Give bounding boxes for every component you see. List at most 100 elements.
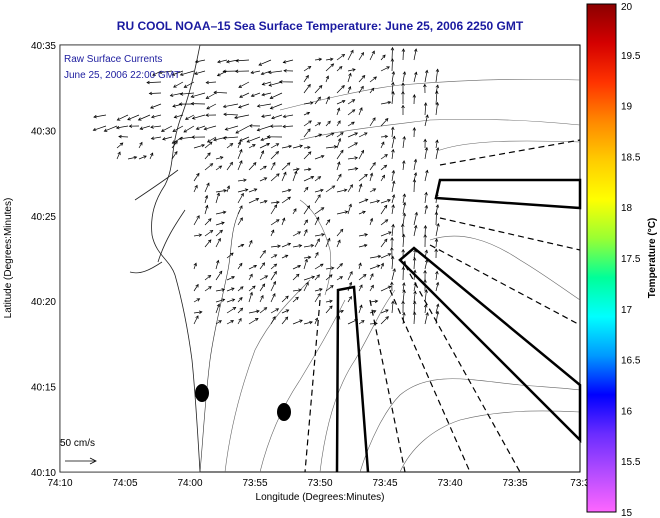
current-vector-head	[254, 318, 259, 322]
current-vector-head	[239, 94, 243, 98]
current-vector-head	[318, 84, 323, 89]
current-vector	[402, 290, 405, 303]
current-vector	[314, 238, 320, 248]
current-vector	[225, 125, 239, 131]
current-vector-head	[307, 128, 311, 132]
current-vector	[215, 271, 223, 281]
current-vector	[435, 91, 438, 105]
current-vector	[206, 103, 217, 110]
current-vector-head	[341, 53, 346, 58]
current-vector-head	[196, 172, 200, 177]
current-vector	[292, 171, 297, 182]
current-vector	[226, 143, 233, 149]
current-vector-head	[435, 192, 439, 197]
current-vector-head	[337, 161, 341, 166]
current-vector-head	[206, 106, 210, 110]
current-vector	[292, 265, 301, 270]
current-vector	[413, 291, 416, 303]
current-vector-head	[412, 94, 417, 98]
current-vector-head	[391, 300, 395, 305]
current-vector-head	[258, 62, 263, 66]
current-vector	[358, 274, 367, 281]
current-vector	[193, 298, 200, 303]
current-vector	[93, 114, 107, 118]
current-vector	[391, 301, 394, 314]
current-vector	[347, 319, 358, 325]
current-vector-head	[225, 59, 230, 64]
current-vector-head	[401, 248, 405, 253]
current-vector-head	[295, 273, 300, 278]
current-vector	[325, 274, 333, 281]
current-vector	[257, 125, 272, 131]
current-vector	[303, 219, 308, 226]
current-vector	[150, 125, 162, 128]
current-vector-head	[272, 161, 276, 166]
current-vector	[413, 225, 417, 237]
current-vector-head	[173, 84, 177, 88]
current-vector	[303, 151, 312, 160]
current-vector-head	[336, 107, 341, 112]
current-vector	[369, 162, 376, 171]
current-vector-head	[260, 71, 265, 76]
current-vector	[380, 175, 385, 182]
current-vector	[358, 183, 362, 193]
current-vector	[270, 151, 279, 160]
current-vector	[237, 217, 243, 226]
current-vector-head	[261, 283, 266, 288]
current-vector-head	[239, 138, 243, 142]
current-vector	[303, 84, 311, 94]
current-vector-head	[425, 69, 429, 74]
current-vector	[281, 295, 289, 303]
current-vector	[173, 81, 184, 88]
current-vector-head	[310, 243, 315, 248]
current-vector-head	[275, 219, 280, 223]
current-vector-head	[436, 147, 440, 151]
current-vector-head	[297, 231, 302, 235]
current-vector	[238, 103, 250, 108]
current-vector-head	[260, 137, 264, 142]
current-vector-head	[320, 154, 325, 159]
current-vector	[424, 304, 427, 314]
current-vector	[369, 188, 376, 193]
colorbar-label: Temperature (°C)	[647, 218, 658, 299]
current-vector-head	[435, 310, 440, 315]
current-vector	[380, 253, 391, 259]
current-vector	[259, 275, 268, 281]
current-vector-head	[392, 180, 396, 185]
current-vector-head	[128, 124, 133, 128]
current-vector-head	[391, 126, 395, 131]
current-vector	[180, 70, 195, 76]
colorbar-tick-label: 19.5	[621, 51, 641, 62]
current-vector	[336, 100, 346, 105]
current-vector	[204, 286, 212, 292]
current-vector	[215, 303, 220, 314]
current-vector-head	[223, 189, 228, 193]
current-vector	[226, 59, 239, 63]
current-vector	[424, 289, 427, 303]
current-vector	[270, 281, 276, 292]
current-vector-head	[296, 167, 300, 172]
current-vector-head	[423, 224, 428, 229]
current-vector	[268, 70, 283, 74]
current-vector	[259, 165, 267, 171]
current-vector-head	[360, 320, 365, 324]
current-vector-head	[284, 316, 289, 321]
current-vector-head	[348, 203, 352, 208]
current-vector	[248, 240, 253, 248]
current-vector-head	[282, 124, 286, 129]
current-vector	[226, 162, 233, 171]
current-vector-head	[118, 134, 122, 139]
current-vector	[204, 239, 212, 248]
current-vector-head	[391, 90, 395, 95]
current-vector	[380, 205, 388, 215]
current-vector	[413, 312, 416, 325]
current-vector	[204, 182, 210, 193]
current-vector	[391, 127, 394, 138]
current-vector-head	[150, 152, 154, 157]
current-vector-head	[198, 310, 203, 314]
current-vector	[413, 249, 416, 259]
current-vector	[336, 132, 344, 138]
current-vector-head	[178, 136, 183, 141]
current-vector-head	[282, 217, 286, 222]
current-vector-head	[198, 233, 203, 237]
